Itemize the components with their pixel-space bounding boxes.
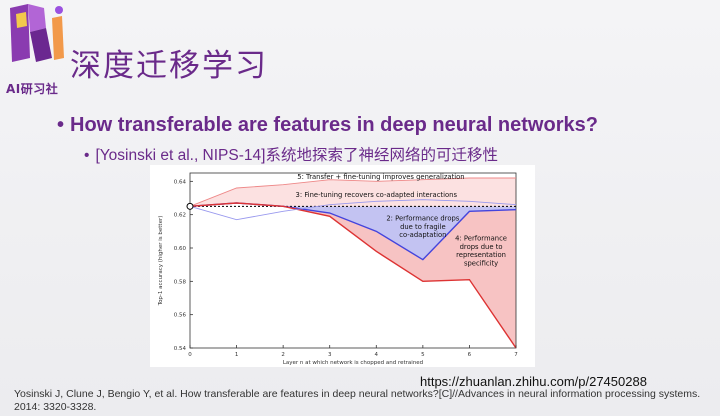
chart-annotation: co-adaptation	[399, 231, 446, 239]
bullet-main-text: How transferable are features in deep ne…	[70, 114, 598, 136]
chart-series-line-2	[189, 199, 517, 221]
chart-band-0	[190, 203, 516, 260]
chart-xtick-label: 6	[468, 352, 472, 358]
chart-xtick-label: 2	[281, 352, 285, 358]
logo-text: AI研习社	[6, 82, 59, 96]
bullet-main: • How transferable are features in deep n…	[57, 114, 598, 137]
chart-ytick-label: 0.64	[174, 179, 187, 185]
chart-xtick-label: 7	[514, 352, 518, 358]
chart-series-line-1	[189, 202, 517, 349]
ri-logo-icon	[10, 4, 64, 62]
chart-band-2	[190, 178, 516, 207]
chart-frame	[189, 172, 517, 349]
chart-xtick-label: 5	[421, 352, 425, 358]
chart-x-axis-label: Layer n at which network is chopped and …	[283, 360, 423, 366]
bullet-dot: •	[57, 114, 65, 136]
chart-xtick-label: 1	[235, 352, 239, 358]
chart-ytick-label: 0.62	[174, 213, 186, 219]
chart-annotation: 2: Performance drops	[386, 215, 459, 223]
chart-series-line-3	[189, 177, 516, 207]
transferability-chart: 0 1 2 3 4 5 6 7 0.54 0.56 0.58 0.60 0.62 0.64 Layer n …	[158, 172, 518, 366]
chart-y-axis-label: Top-1 accuracy (higher is better)	[158, 216, 164, 307]
chart-ytick-label: 0.56	[174, 313, 187, 319]
chart-start-point	[186, 202, 194, 210]
bullet-sub: • [Yosinski et al., NIPS-14]系统地探索了神经网络的可迁…	[84, 143, 498, 165]
chart-annotation: 3: Fine-tuning recovers co-adapted inter…	[296, 191, 458, 199]
chart-annotation: specificity	[464, 260, 498, 268]
chart-container: 0 1 2 3 4 5 6 7 0.54 0.56 0.58 0.60 0.62 0.64 Layer n …	[150, 165, 535, 367]
chart-xtick-label: 3	[328, 352, 332, 358]
chart-xtick-label: 4	[375, 352, 379, 358]
reference-citation: Yosinski J, Clune J, Bengio Y, et al. Ho…	[14, 388, 701, 413]
chart-annotation: drops due to	[460, 243, 503, 251]
chart-annotation: due to fragile	[400, 223, 446, 231]
bullet-dot: •	[84, 147, 90, 164]
chart-annotation: representation	[456, 251, 506, 259]
chart-ytick-label: 0.54	[174, 346, 187, 352]
chart-ytick-label: 0.58	[174, 279, 187, 285]
chart-band-1	[190, 203, 516, 348]
source-url[interactable]: https://zhuanlan.zhihu.com/p/27450288	[420, 374, 647, 389]
slide-title: 深度迁移学习	[70, 48, 268, 84]
bullet-sub-text: [Yosinski et al., NIPS-14]系统地探索了神经网络的可迁移…	[95, 147, 498, 164]
chart-annotation: 4: Performance	[455, 235, 507, 243]
chart-xtick-label: 0	[188, 352, 192, 358]
chart-ytick-label: 0.60	[174, 246, 187, 252]
chart-annotation: 5: Transfer + fine-tuning improves gener…	[297, 173, 464, 181]
